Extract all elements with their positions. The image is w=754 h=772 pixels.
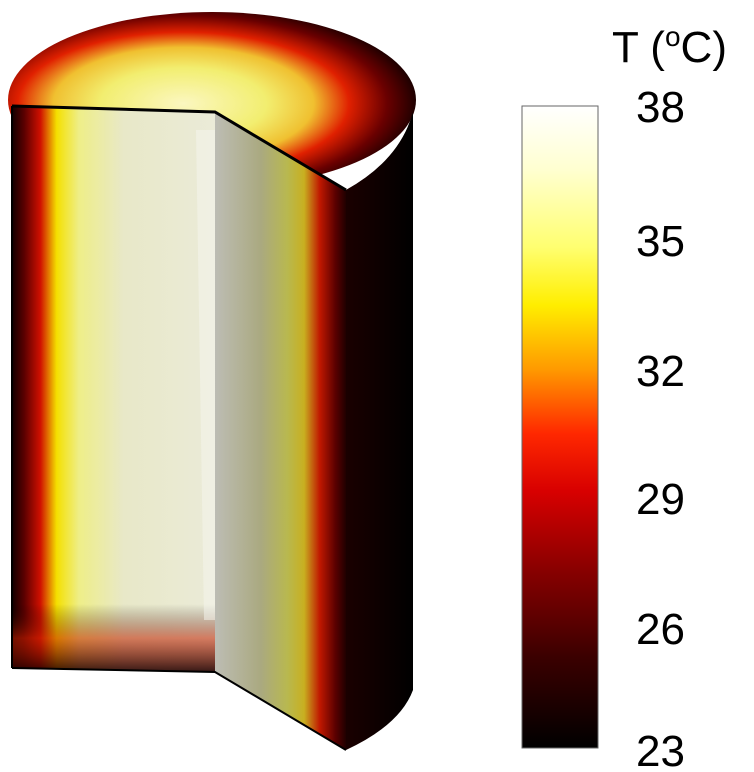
colorbar-gradient bbox=[521, 105, 599, 749]
axis-highlight bbox=[196, 130, 215, 620]
cut-face-left-edge-shade bbox=[12, 106, 215, 672]
cut-edge-bottom bbox=[11, 667, 347, 751]
colorbar-tick-label: 23 bbox=[636, 727, 685, 772]
colorbar: T (oC) 38 35 32 29 26 23 bbox=[521, 21, 727, 772]
colorbar-tick-label: 29 bbox=[636, 475, 685, 524]
colorbar-tick-label: 26 bbox=[636, 605, 685, 654]
colorbar-tick-label: 38 bbox=[636, 83, 685, 132]
cut-face-right bbox=[215, 112, 346, 750]
cylinder-outer-shell bbox=[346, 112, 413, 750]
colorbar-title: T (oC) bbox=[612, 21, 727, 72]
cylinder-model bbox=[8, 12, 416, 751]
cut-edge-outline bbox=[11, 104, 347, 192]
colorbar-tick-label: 32 bbox=[636, 347, 685, 396]
colorbar-tick-label: 35 bbox=[636, 217, 685, 266]
